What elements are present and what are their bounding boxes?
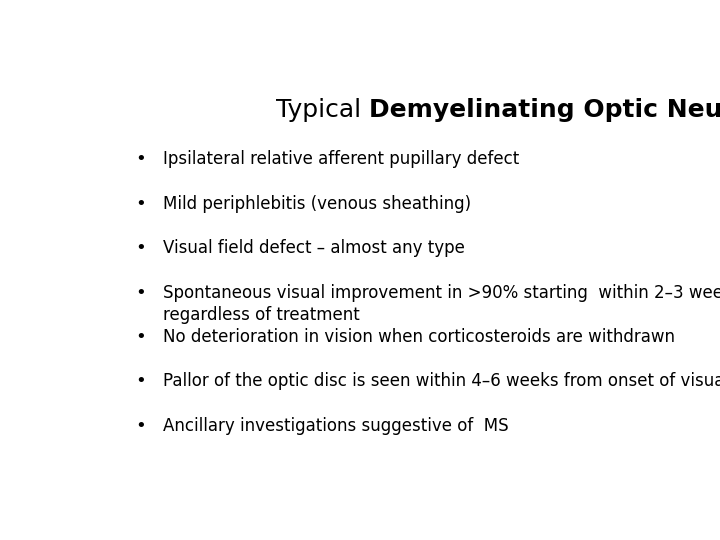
Text: Demyelinating Optic Neuritis: Demyelinating Optic Neuritis [369,98,720,122]
Text: Pallor of the optic disc is seen within 4–6 weeks from onset of visual loss: Pallor of the optic disc is seen within … [163,373,720,390]
Text: Mild periphlebitis (venous sheathing): Mild periphlebitis (venous sheathing) [163,194,471,213]
Text: •: • [135,239,145,257]
Text: Ancillary investigations suggestive of  MS: Ancillary investigations suggestive of M… [163,417,508,435]
Text: •: • [135,373,145,390]
Text: •: • [135,194,145,213]
Text: Typical: Typical [276,98,369,122]
Text: Ipsilateral relative afferent pupillary defect: Ipsilateral relative afferent pupillary … [163,150,519,168]
Text: •: • [135,150,145,168]
Text: •: • [135,328,145,346]
Text: •: • [135,417,145,435]
Text: No deterioration in vision when corticosteroids are withdrawn: No deterioration in vision when corticos… [163,328,675,346]
Text: Visual field defect – almost any type: Visual field defect – almost any type [163,239,464,257]
Text: Spontaneous visual improvement in >90% starting  within 2–3 weeks
regardless of : Spontaneous visual improvement in >90% s… [163,284,720,323]
Text: •: • [135,284,145,301]
